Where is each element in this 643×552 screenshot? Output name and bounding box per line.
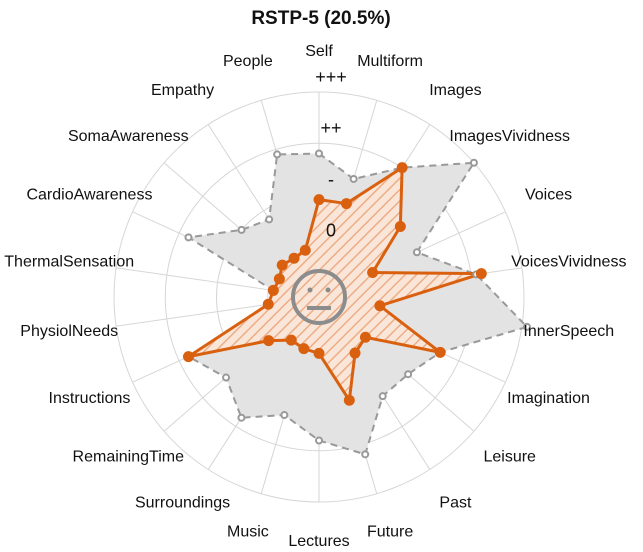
r-tick-label: 0 [326, 221, 336, 241]
series-marker [374, 300, 386, 312]
category-label: Imagination [507, 390, 590, 407]
category-label: VoicesVividness [511, 253, 626, 270]
category-label: InnerSpeech [523, 323, 614, 340]
category-label: Music [227, 523, 269, 540]
series-marker [237, 225, 246, 234]
series-marker [359, 331, 371, 343]
series-marker [285, 334, 297, 346]
category-label: Past [439, 494, 472, 511]
series-marker [349, 174, 358, 183]
category-label: People [223, 53, 273, 70]
r-tick-label: ++ [320, 118, 341, 138]
category-label: Images [429, 82, 481, 99]
series-marker [340, 198, 352, 210]
series-marker [396, 162, 408, 174]
category-label: Multiform [357, 53, 423, 70]
category-label: Voices [525, 186, 572, 203]
series-marker [273, 273, 285, 285]
series-marker [273, 150, 282, 159]
category-label: Leisure [483, 449, 536, 466]
series-marker [276, 259, 288, 271]
category-label: Surroundings [135, 494, 230, 511]
series-marker [343, 394, 355, 406]
series-marker [412, 248, 421, 257]
series-marker [378, 392, 387, 401]
series-marker [313, 347, 325, 359]
series-marker [367, 267, 379, 279]
series-marker [237, 413, 246, 422]
r-tick-label: - [328, 169, 334, 189]
series-marker [265, 215, 274, 224]
series-marker [280, 411, 289, 420]
category-label: CardioAwareness [26, 186, 152, 203]
series-marker [182, 351, 194, 363]
category-label: ThermalSensation [4, 253, 134, 270]
category-label: Instructions [49, 390, 131, 407]
series-marker [361, 450, 370, 459]
series-marker [522, 322, 531, 331]
category-label: Future [367, 523, 413, 540]
series-marker [184, 233, 193, 242]
series-marker [298, 343, 310, 355]
r-tick-label: +++ [315, 67, 347, 87]
series-marker [315, 149, 323, 158]
series-marker [404, 370, 413, 379]
category-label: RemainingTime [73, 449, 185, 466]
series-marker [222, 373, 231, 382]
series-marker [299, 244, 311, 256]
series-marker [288, 252, 300, 264]
series-marker [349, 347, 361, 359]
category-label: Self [305, 43, 333, 60]
series-marker [434, 346, 446, 358]
series-marker [267, 284, 279, 296]
category-label: Lectures [288, 533, 349, 547]
series-marker [475, 268, 487, 280]
series-marker [469, 158, 478, 167]
series-marker [263, 335, 275, 347]
series-marker [313, 194, 325, 206]
category-label: ImagesVividness [449, 128, 570, 145]
series-marker [262, 298, 274, 310]
category-label: Empathy [151, 82, 214, 99]
series-marker [394, 221, 406, 233]
category-label: SomaAwareness [68, 128, 189, 145]
face-icon [291, 269, 347, 325]
category-label: PhysiolNeeds [20, 323, 118, 340]
plot [182, 149, 531, 459]
series-marker [315, 436, 323, 445]
chart-title: RSTP-5 (20.5%) [251, 8, 390, 29]
